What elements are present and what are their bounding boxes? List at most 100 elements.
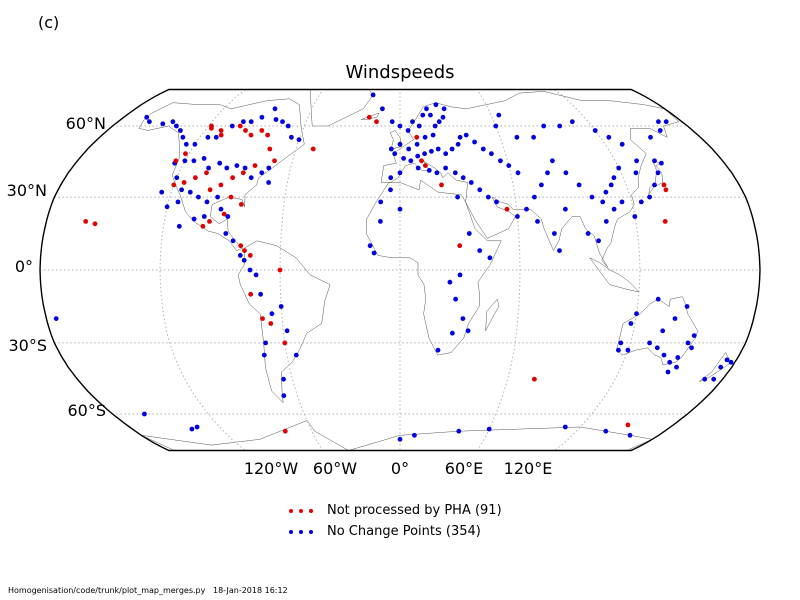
station-point-blue [477, 248, 483, 254]
station-point-blue [164, 204, 170, 210]
station-point-blue [174, 123, 179, 129]
station-point-blue [449, 146, 455, 152]
map-title: Windspeeds [345, 62, 455, 83]
station-point-red [248, 291, 254, 297]
station-point-blue [468, 180, 474, 185]
station-point-blue [253, 272, 259, 278]
station-point-blue [506, 163, 512, 169]
station-point-red [661, 182, 667, 188]
lat-label-30n: 30°N [7, 181, 47, 200]
station-point-red [414, 134, 420, 140]
legend-marker-red [286, 506, 320, 516]
station-point-blue [440, 114, 446, 120]
station-point-red [374, 119, 379, 125]
station-point-blue [429, 148, 434, 154]
station-point-red [267, 146, 273, 152]
station-point-red [663, 187, 669, 193]
station-point-blue [711, 376, 717, 382]
station-point-blue [192, 141, 198, 147]
station-point-red [218, 182, 224, 188]
station-point-blue [266, 165, 272, 171]
station-point-blue [420, 112, 426, 118]
station-point-blue [258, 291, 263, 297]
station-point-blue [611, 206, 617, 212]
station-point-blue [660, 328, 666, 334]
station-point-blue [532, 194, 537, 200]
station-point-blue [53, 316, 59, 321]
legend-marker-blue [286, 527, 320, 537]
station-point-blue [441, 106, 447, 112]
station-point-red [207, 187, 213, 193]
station-point-blue [655, 170, 661, 176]
station-point-blue [480, 146, 486, 152]
lon-label-120w: 120°W [244, 459, 299, 478]
station-point-blue [569, 119, 575, 125]
station-point-blue [205, 134, 211, 140]
station-point-blue [410, 119, 415, 125]
station-point-blue [456, 428, 462, 434]
station-point-red [193, 175, 198, 181]
station-point-red [221, 211, 227, 217]
station-point-red [532, 376, 537, 382]
station-point-blue [652, 182, 657, 188]
station-point-blue [191, 158, 197, 164]
station-point-red [423, 163, 428, 169]
footer-caption: Homogenisation/code/trunk/plot_map_merge… [8, 586, 288, 595]
station-point-red [237, 123, 243, 129]
station-point-blue [204, 199, 210, 205]
station-point-blue [160, 121, 166, 127]
station-point-blue [457, 272, 463, 278]
station-point-blue [627, 432, 633, 438]
station-point-red [366, 114, 372, 120]
station-point-blue [557, 123, 563, 129]
station-point-blue [539, 182, 544, 188]
station-point-blue [494, 199, 499, 205]
station-point-blue [261, 352, 267, 358]
station-point-blue [608, 182, 614, 188]
coastline [589, 257, 640, 293]
station-point-blue [170, 119, 176, 125]
station-point-blue [496, 112, 502, 118]
station-point-blue [724, 357, 730, 363]
station-point-blue [702, 376, 708, 382]
station-point-blue [684, 304, 690, 309]
station-point-blue [603, 189, 609, 195]
station-point-blue [201, 156, 207, 161]
station-point-red [268, 321, 274, 326]
station-point-blue [562, 424, 568, 430]
station-point-blue [657, 128, 663, 133]
station-point-blue [285, 123, 291, 129]
station-point-blue [388, 187, 393, 193]
station-point-blue [632, 214, 638, 219]
station-point-red [207, 219, 212, 224]
station-point-red [83, 219, 89, 224]
coastline [366, 179, 502, 356]
station-point-blue [633, 170, 639, 176]
station-point-blue [401, 156, 406, 161]
station-point-blue [616, 165, 622, 171]
station-point-blue [655, 296, 661, 302]
station-point-blue [493, 123, 499, 129]
station-point-blue [259, 114, 265, 120]
station-point-blue [247, 267, 253, 273]
station-point-blue [563, 170, 569, 176]
station-point-blue [414, 141, 420, 147]
axis-labels: 60°N 30°N 0° 30°S 60°S 120°W 60°W 0° 60°… [7, 114, 553, 478]
station-point-blue [515, 170, 521, 176]
station-point-blue [435, 146, 441, 152]
station-point-blue [665, 369, 671, 375]
station-points [53, 92, 734, 442]
station-point-blue [388, 146, 394, 152]
station-point-red [183, 151, 188, 157]
station-point-blue [489, 151, 494, 157]
station-point-blue [201, 214, 207, 219]
station-point-blue [618, 340, 624, 346]
station-point-red [218, 128, 224, 133]
station-point-blue [557, 248, 562, 254]
station-point-blue [460, 316, 466, 321]
station-point-blue [174, 175, 180, 181]
station-point-blue [284, 328, 290, 334]
lon-label-60w: 60°W [313, 459, 357, 478]
station-point-red [252, 163, 258, 169]
